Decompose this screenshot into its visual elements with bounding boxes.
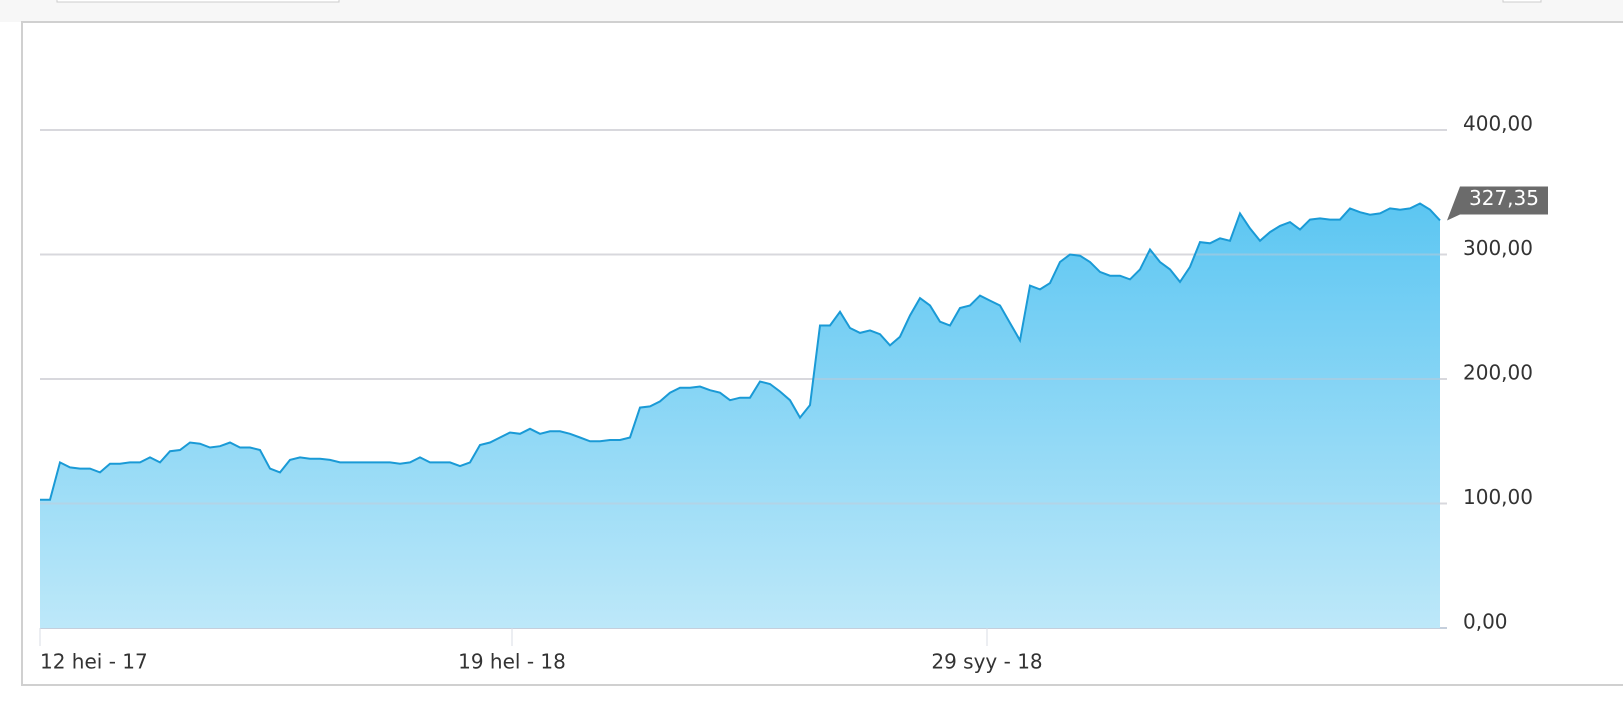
x-tick-label: 29 syy - 18 [931,650,1042,674]
button[interactable] [1502,0,1542,3]
y-tick-label: 300,00 [1463,236,1533,260]
price-line [40,202,1441,501]
x-tick-label: 12 hei - 17 [40,650,148,674]
last-value-box [1447,186,1548,221]
y-tick-label: 200,00 [1463,361,1533,385]
plot: 0,00 100,00 200,00 300,00 400,00 12 hei - 17 1… [39,112,1548,674]
last-value-label: 327,35 [1469,186,1539,210]
y-tick-label: 400,00 [1463,112,1533,136]
y-tick-label: 100,00 [1463,485,1533,509]
y-tick-label: 0,00 [1463,610,1508,634]
input-box[interactable] [56,0,340,3]
toolbar [0,0,1623,22]
area-fill [40,203,1440,628]
x-tick-label: 19 hel - 18 [458,650,566,674]
